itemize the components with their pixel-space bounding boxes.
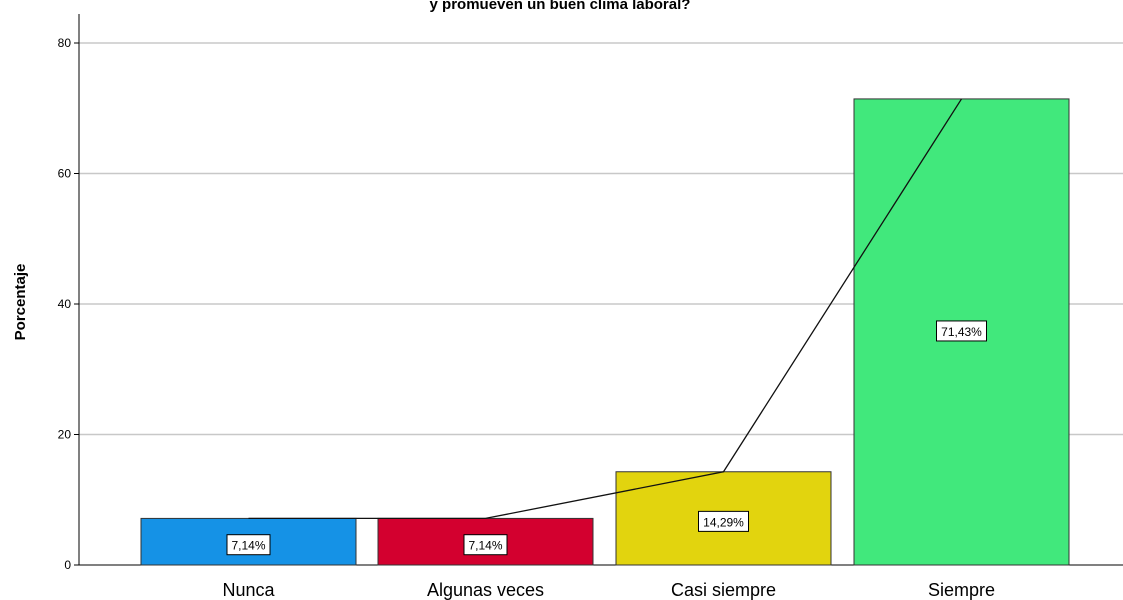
y-tick-label: 60 bbox=[58, 167, 72, 181]
x-tick-label: Siempre bbox=[928, 580, 995, 600]
data-label: 14,29% bbox=[703, 515, 744, 529]
y-tick-label: 20 bbox=[58, 428, 72, 442]
y-axis-ticks: 0 20 40 60 80 bbox=[58, 36, 79, 572]
data-label-box bbox=[463, 534, 508, 556]
chart-title: y promueven un buen clima laboral? bbox=[430, 0, 691, 13]
y-tick-label: 0 bbox=[64, 558, 71, 572]
trend-line-group bbox=[248, 98, 963, 520]
x-tick-label: Casi siempre bbox=[671, 580, 776, 600]
y-axis-title: Porcentaje bbox=[12, 264, 29, 341]
data-label: 71,43% bbox=[941, 325, 982, 339]
y-tick-label: 80 bbox=[58, 36, 72, 50]
data-label: 7,14% bbox=[468, 539, 502, 553]
trend-line bbox=[248, 98, 963, 520]
x-axis-labels: Nunca Algunas veces Casi siempre Siempre bbox=[222, 580, 995, 600]
x-tick-label: Nunca bbox=[222, 580, 275, 600]
data-label: 7,14% bbox=[231, 539, 265, 553]
data-labels: 7,14% 7,14% 14,29% 71,43% bbox=[226, 320, 987, 556]
data-label-box bbox=[936, 320, 987, 342]
data-label-box bbox=[226, 534, 271, 556]
data-label-box bbox=[698, 510, 749, 532]
x-tick-label: Algunas veces bbox=[427, 580, 544, 600]
y-tick-label: 40 bbox=[58, 297, 72, 311]
